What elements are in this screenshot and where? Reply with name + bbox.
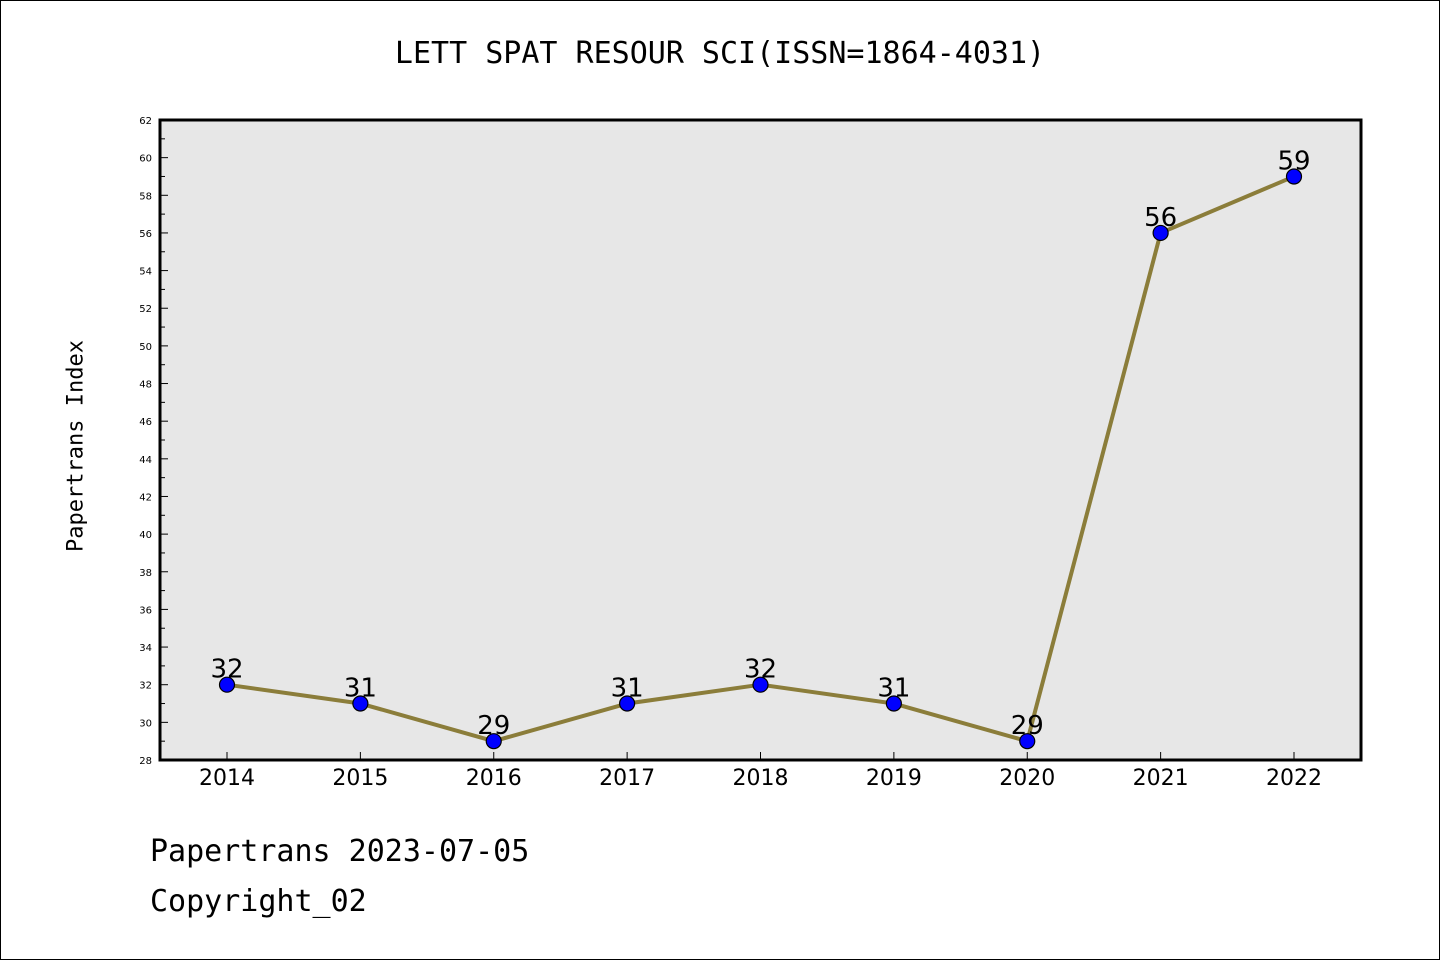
plot-frame bbox=[158, 118, 1363, 762]
data-point-marker bbox=[752, 676, 769, 693]
y-tick-label: 54 bbox=[139, 267, 152, 278]
y-tick-label: 36 bbox=[139, 605, 152, 616]
chart-title: LETT SPAT RESOUR SCI(ISSN=1864-4031) bbox=[394, 36, 1046, 71]
data-point-marker bbox=[619, 695, 636, 712]
data-point-marker bbox=[352, 695, 369, 712]
y-tick-label: 46 bbox=[139, 417, 152, 428]
y-tick-label: 38 bbox=[139, 568, 152, 579]
x-tick-label: 2018 bbox=[733, 766, 789, 791]
data-point-marker bbox=[218, 676, 236, 693]
x-tick-label: 2014 bbox=[199, 766, 255, 791]
y-tick-label: 40 bbox=[139, 530, 152, 541]
data-point-marker bbox=[1285, 168, 1303, 185]
footer-date-line: Papertrans 2023-07-05 bbox=[150, 834, 530, 869]
y-tick-label: 52 bbox=[139, 304, 152, 315]
y-tick-label: 42 bbox=[139, 492, 152, 503]
y-tick-label: 60 bbox=[139, 154, 152, 165]
data-label: 31 bbox=[877, 674, 910, 704]
y-tick-label: 32 bbox=[139, 681, 152, 692]
data-label: 29 bbox=[1011, 711, 1044, 741]
x-tick-label: 2015 bbox=[332, 766, 388, 791]
data-label: 31 bbox=[344, 674, 377, 704]
x-tick-label: 2017 bbox=[599, 766, 655, 791]
data-label: 31 bbox=[611, 674, 644, 704]
x-tick-label: 2020 bbox=[999, 766, 1055, 791]
y-tick-label: 30 bbox=[139, 718, 152, 729]
data-point-marker bbox=[1019, 733, 1036, 750]
y-tick-label: 56 bbox=[139, 229, 152, 240]
data-label: 32 bbox=[210, 655, 243, 685]
y-tick-label: 44 bbox=[139, 455, 152, 466]
data-label: 29 bbox=[477, 711, 510, 741]
y-tick-label: 34 bbox=[139, 643, 152, 654]
x-tick-label: 2019 bbox=[866, 766, 922, 791]
x-tick-label: 2022 bbox=[1266, 766, 1322, 791]
footer-copyright-line: Copyright_02 bbox=[150, 884, 367, 919]
data-label: 56 bbox=[1144, 203, 1177, 233]
data-point-marker bbox=[885, 695, 902, 712]
data-label: 59 bbox=[1277, 146, 1310, 176]
x-tick-label: 2021 bbox=[1133, 766, 1189, 791]
x-tick-label: 2016 bbox=[466, 766, 522, 791]
y-tick-label: 58 bbox=[139, 191, 152, 202]
y-tick-label: 62 bbox=[139, 116, 152, 127]
y-tick-label: 48 bbox=[139, 380, 152, 391]
data-point-marker bbox=[485, 733, 502, 750]
data-point-marker bbox=[1152, 224, 1169, 242]
data-label: 32 bbox=[744, 655, 777, 685]
y-tick-label: 50 bbox=[139, 342, 152, 353]
y-tick-label: 28 bbox=[139, 756, 152, 767]
